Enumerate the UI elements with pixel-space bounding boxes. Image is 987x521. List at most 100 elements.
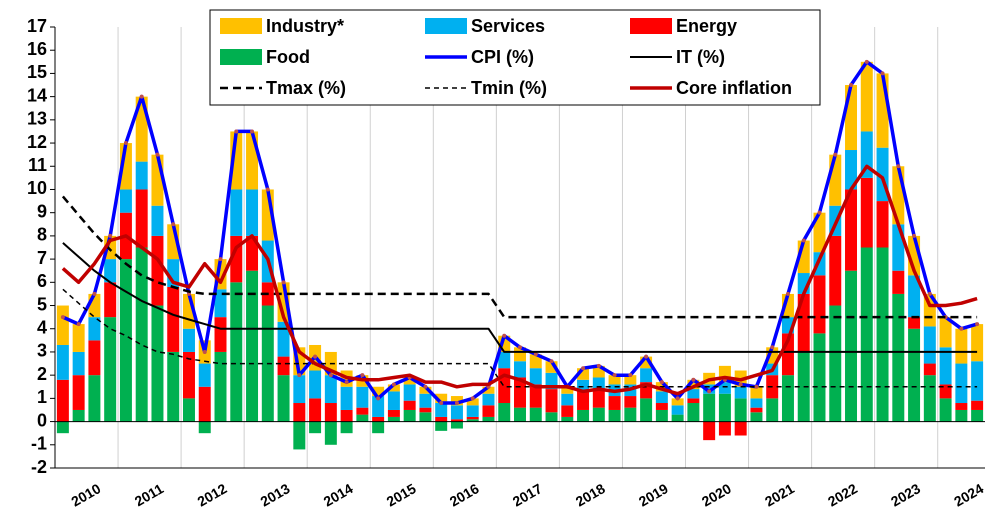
bar-segment — [892, 293, 905, 422]
bar-segment — [545, 412, 558, 422]
bar-segment — [624, 407, 637, 422]
line-marker — [896, 164, 901, 169]
x-tick-label: 2011 — [132, 480, 166, 509]
bar-segment — [167, 224, 180, 260]
bar-segment — [813, 275, 826, 334]
bar-segment — [640, 356, 653, 369]
bar-segment — [88, 317, 101, 341]
line-marker — [92, 291, 97, 296]
bar-segment — [450, 396, 463, 406]
bar-segment — [356, 386, 369, 408]
bar-segment — [277, 356, 290, 376]
bar-segment — [971, 409, 984, 422]
bar-segment — [577, 379, 590, 392]
bar-segment — [167, 286, 180, 352]
line-marker — [549, 359, 554, 364]
line-marker — [817, 210, 822, 215]
bar-segment — [466, 405, 479, 417]
line-marker — [313, 354, 318, 359]
line-marker — [391, 382, 396, 387]
bar-segment — [387, 409, 400, 417]
bar-segment — [498, 335, 511, 352]
bar-segment — [687, 379, 700, 390]
bar-segment — [955, 363, 968, 404]
bar-segment — [939, 398, 952, 422]
x-tick-label: 2017 — [510, 480, 545, 510]
bar-segment — [703, 393, 716, 422]
line-marker — [123, 141, 128, 146]
bar-segment — [545, 361, 558, 373]
bar-segment — [277, 282, 290, 322]
bar-segment — [577, 409, 590, 422]
bar-segment — [309, 370, 322, 399]
legend-label: Energy — [676, 16, 737, 36]
bar-segment — [718, 393, 731, 422]
bar-segment — [56, 344, 69, 380]
line-marker — [675, 396, 680, 401]
bar-segment — [640, 398, 653, 422]
line-marker — [376, 396, 381, 401]
bar-segment — [214, 289, 227, 318]
bar-segment — [703, 384, 716, 394]
y-tick-label: 14 — [27, 85, 47, 105]
legend-label: Services — [471, 16, 545, 36]
bar-segment — [687, 389, 700, 399]
bar-segment — [624, 375, 637, 385]
bar-segment — [309, 421, 322, 434]
line-marker — [360, 373, 365, 378]
bar-segment — [230, 235, 243, 283]
y-tick-label: 2 — [37, 364, 47, 384]
bar-segment — [246, 131, 259, 190]
bar-segment — [655, 391, 668, 404]
y-tick-label: 5 — [37, 294, 47, 314]
bar-segment — [813, 212, 826, 253]
x-tick-label: 2010 — [68, 480, 103, 510]
x-tick-label: 2024 — [951, 480, 986, 510]
bar-segment — [955, 403, 968, 410]
bar-segment — [845, 85, 858, 151]
line-marker — [927, 291, 932, 296]
bar-segment — [466, 416, 479, 420]
bar-segment — [829, 235, 842, 306]
bar-segment — [908, 235, 921, 276]
bar-segment — [955, 409, 968, 422]
y-tick-label: 11 — [28, 155, 47, 175]
line-marker — [581, 366, 586, 371]
bar-segment — [482, 393, 495, 406]
bar-segment — [876, 73, 889, 148]
bar-segment — [104, 282, 117, 318]
bar-segment — [529, 384, 542, 408]
y-tick-label: 12 — [27, 132, 47, 152]
bar-segment — [750, 398, 763, 408]
bar-segment — [403, 384, 416, 401]
bar-segment — [734, 386, 747, 399]
x-tick-label: 2019 — [636, 480, 671, 510]
bar-segment — [372, 396, 385, 417]
bar-segment — [892, 224, 905, 271]
line-marker — [801, 238, 806, 243]
bar-segment — [529, 368, 542, 385]
bar-segment — [845, 270, 858, 422]
bar-segment — [104, 235, 117, 260]
bar-segment — [230, 189, 243, 236]
bar-segment — [766, 347, 779, 364]
line-marker — [849, 83, 854, 88]
line-marker — [281, 280, 286, 285]
bar-segment — [750, 412, 763, 422]
bar-segment — [135, 189, 148, 248]
bar-segment — [939, 384, 952, 399]
bar-segment — [860, 177, 873, 248]
bar-segment — [561, 386, 574, 394]
bar-segment — [466, 419, 479, 422]
bar-segment — [592, 407, 605, 422]
line-marker — [518, 345, 522, 350]
line-marker — [644, 354, 649, 359]
bar-segment — [72, 375, 85, 410]
bar-segment — [498, 403, 511, 422]
line-marker — [234, 129, 239, 134]
legend-label: Tmin (%) — [471, 78, 547, 98]
y-tick-label: 8 — [37, 225, 47, 245]
bar-segment — [908, 328, 921, 422]
bar-segment — [387, 391, 400, 410]
line-marker — [250, 129, 255, 134]
